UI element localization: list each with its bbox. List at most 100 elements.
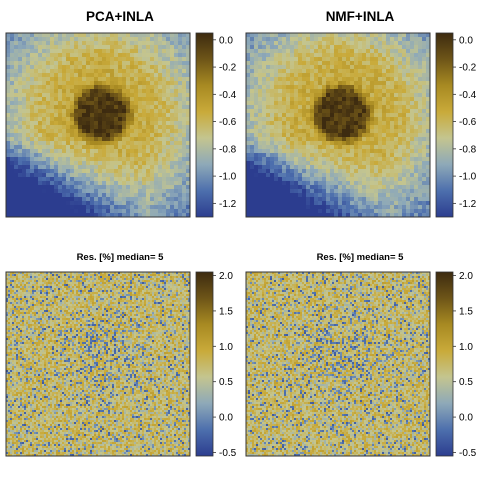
heatmap-cell [42, 141, 47, 146]
heatmap-cell [266, 45, 271, 50]
heatmap-cell [382, 65, 387, 70]
heatmap-cell [350, 157, 355, 162]
heatmap-cell [286, 169, 291, 174]
heatmap-cell [266, 49, 271, 54]
heatmap-cell [326, 85, 331, 90]
heatmap-cell [148, 278, 151, 281]
heatmap-cell [250, 45, 255, 50]
heatmap-cell [418, 41, 423, 46]
heatmap-cell [54, 201, 59, 206]
heatmap-cell [166, 189, 171, 194]
heatmap-cell [86, 65, 91, 70]
heatmap-cell [102, 109, 107, 114]
heatmap-cell [118, 181, 123, 186]
heatmap-cell [326, 173, 331, 178]
heatmap-cell [366, 77, 371, 82]
heatmap-cell [406, 57, 411, 62]
heatmap-cell [290, 157, 295, 162]
heatmap-cell [354, 209, 359, 214]
heatmap-cell [294, 69, 299, 74]
heatmap-cell [382, 121, 387, 126]
heatmap-cell [126, 133, 131, 138]
heatmap-cell [178, 282, 181, 285]
heatmap-cell [418, 205, 423, 210]
heatmap-cell [90, 145, 95, 150]
heatmap-cell [114, 149, 119, 154]
heatmap-cell [310, 205, 315, 210]
heatmap-cell [58, 197, 63, 202]
heatmap-cell [270, 53, 275, 58]
heatmap-cell [262, 193, 267, 198]
heatmap-cell [42, 61, 47, 66]
heatmap-cell [18, 141, 23, 146]
heatmap-cell [426, 153, 431, 158]
heatmap-cell [358, 109, 363, 114]
heatmap-cell [346, 37, 351, 42]
heatmap-cell [118, 149, 123, 154]
heatmap-cell [174, 157, 179, 162]
heatmap-cell [122, 272, 125, 275]
heatmap-cell [84, 286, 87, 289]
heatmap-cell [274, 169, 279, 174]
heatmap-cell [144, 280, 147, 283]
heatmap-cell [174, 169, 179, 174]
heatmap-cell [298, 61, 303, 66]
heatmap-cell [6, 213, 11, 218]
heatmap-cell [310, 177, 315, 182]
heatmap-cell [306, 49, 311, 54]
heatmap-cell [246, 97, 251, 102]
heatmap-cell [38, 145, 43, 150]
heatmap-cell [118, 165, 123, 170]
heatmap-cell [130, 272, 133, 275]
heatmap-cell [286, 193, 291, 198]
heatmap-cell [362, 193, 367, 198]
heatmap-cell [150, 129, 155, 134]
heatmap-cell [150, 89, 155, 94]
heatmap-cell [250, 185, 255, 190]
heatmap-cell [74, 201, 79, 206]
heatmap-cell [350, 213, 355, 218]
heatmap-cell [106, 209, 111, 214]
heatmap-cell [162, 117, 167, 122]
heatmap-cell [104, 278, 107, 281]
heatmap-cell [426, 185, 431, 190]
heatmap-cell [162, 193, 167, 198]
heatmap-cell [158, 109, 163, 114]
heatmap-cell [128, 280, 131, 283]
heatmap-cell [290, 41, 295, 46]
heatmap-cell [402, 209, 407, 214]
heatmap-cell [254, 69, 259, 74]
heatmap-cell [82, 165, 87, 170]
heatmap-cell [172, 282, 175, 285]
heatmap-cell [102, 153, 107, 158]
heatmap-cell [66, 280, 69, 283]
heatmap-cell [274, 165, 279, 170]
heatmap-cell [246, 125, 251, 130]
heatmap-cell [278, 105, 283, 110]
heatmap-cell [386, 57, 391, 62]
heatmap-cell [110, 284, 113, 287]
heatmap-cell [414, 77, 419, 82]
heatmap-cell [402, 117, 407, 122]
heatmap-cell [290, 149, 295, 154]
heatmap-cell [130, 165, 135, 170]
heatmap-cell [342, 65, 347, 70]
heatmap-cell [58, 274, 61, 277]
heatmap-cell [294, 49, 299, 54]
heatmap-cell [134, 117, 139, 122]
heatmap-cell [282, 197, 287, 202]
heatmap-cell [60, 284, 63, 287]
heatmap-cell [282, 65, 287, 70]
heatmap-cell [326, 101, 331, 106]
heatmap-cell [82, 133, 87, 138]
heatmap-cell [66, 282, 69, 285]
heatmap-cell [124, 286, 127, 289]
heatmap-cell [402, 157, 407, 162]
heatmap-cell [310, 165, 315, 170]
heatmap-cell [346, 201, 351, 206]
heatmap-cell [166, 105, 171, 110]
heatmap-cell [86, 137, 91, 142]
heatmap-cell [34, 89, 39, 94]
heatmap-cell [10, 282, 13, 285]
heatmap-cell [42, 209, 47, 214]
